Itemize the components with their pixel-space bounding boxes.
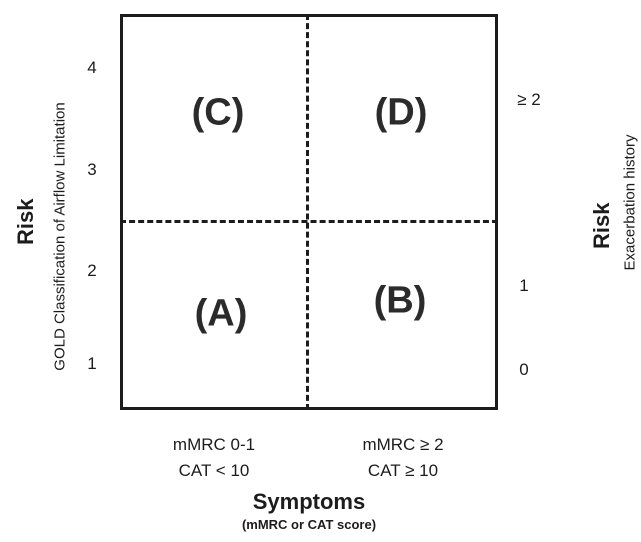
- quadrant-grid: [120, 14, 498, 410]
- right-risk-subtitle: Exacerbation history: [621, 134, 639, 271]
- risk-divider-line: [120, 220, 498, 223]
- quadrant-d-label: (D): [374, 91, 428, 134]
- left-tick-4: 4: [87, 58, 97, 77]
- quadrant-b-label: (B): [373, 279, 427, 322]
- right-tick-1: 1: [519, 276, 529, 295]
- left-tick-2: 2: [87, 261, 97, 280]
- right-tick-0: 0: [519, 360, 529, 379]
- symptoms-high-mmrc: mMRC ≥ 2: [362, 435, 444, 454]
- quadrant-a-label: (A): [194, 292, 248, 335]
- right-tick-ge2: ≥ 2: [517, 90, 541, 109]
- quadrant-c-label: (C): [191, 91, 245, 134]
- left-tick-1: 1: [87, 354, 97, 373]
- left-risk-subtitle: GOLD Classification of Airflow Limitatio…: [51, 102, 69, 371]
- symptoms-low-label: mMRC 0-1 CAT < 10: [173, 432, 255, 484]
- left-risk-title: Risk: [13, 198, 38, 245]
- symptoms-title: Symptoms: [252, 489, 366, 514]
- symptoms-subtitle: (mMRC or CAT score): [241, 517, 377, 532]
- symptoms-divider-line: [306, 14, 309, 410]
- symptoms-low-cat: CAT < 10: [178, 461, 250, 480]
- symptoms-high-label: mMRC ≥ 2 CAT ≥ 10: [362, 432, 443, 484]
- left-tick-3: 3: [87, 160, 97, 179]
- symptoms-high-cat: CAT ≥ 10: [367, 461, 439, 480]
- right-risk-title: Risk: [589, 202, 614, 249]
- symptoms-low-mmrc: mMRC 0-1: [172, 435, 256, 454]
